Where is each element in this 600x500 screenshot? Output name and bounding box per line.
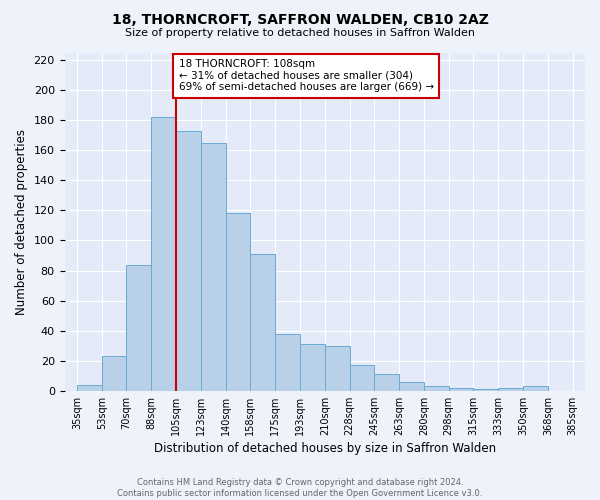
Text: 18 THORNCROFT: 108sqm
← 31% of detached houses are smaller (304)
69% of semi-det: 18 THORNCROFT: 108sqm ← 31% of detached … xyxy=(179,60,434,92)
Bar xyxy=(151,117,176,391)
Bar xyxy=(449,388,473,391)
Bar xyxy=(226,214,250,391)
Bar xyxy=(424,386,449,391)
Bar xyxy=(77,385,102,391)
Text: Size of property relative to detached houses in Saffron Walden: Size of property relative to detached ho… xyxy=(125,28,475,38)
Y-axis label: Number of detached properties: Number of detached properties xyxy=(15,128,28,314)
Bar xyxy=(176,130,201,391)
X-axis label: Distribution of detached houses by size in Saffron Walden: Distribution of detached houses by size … xyxy=(154,442,496,455)
Bar xyxy=(523,386,548,391)
Bar xyxy=(399,382,424,391)
Bar xyxy=(473,390,498,391)
Bar xyxy=(201,142,226,391)
Bar xyxy=(374,374,399,391)
Text: Contains HM Land Registry data © Crown copyright and database right 2024.
Contai: Contains HM Land Registry data © Crown c… xyxy=(118,478,482,498)
Bar xyxy=(350,366,374,391)
Bar xyxy=(325,346,350,391)
Bar xyxy=(250,254,275,391)
Text: 18, THORNCROFT, SAFFRON WALDEN, CB10 2AZ: 18, THORNCROFT, SAFFRON WALDEN, CB10 2AZ xyxy=(112,12,488,26)
Bar xyxy=(127,264,151,391)
Bar xyxy=(275,334,300,391)
Bar xyxy=(498,388,523,391)
Bar xyxy=(102,356,127,391)
Bar xyxy=(300,344,325,391)
